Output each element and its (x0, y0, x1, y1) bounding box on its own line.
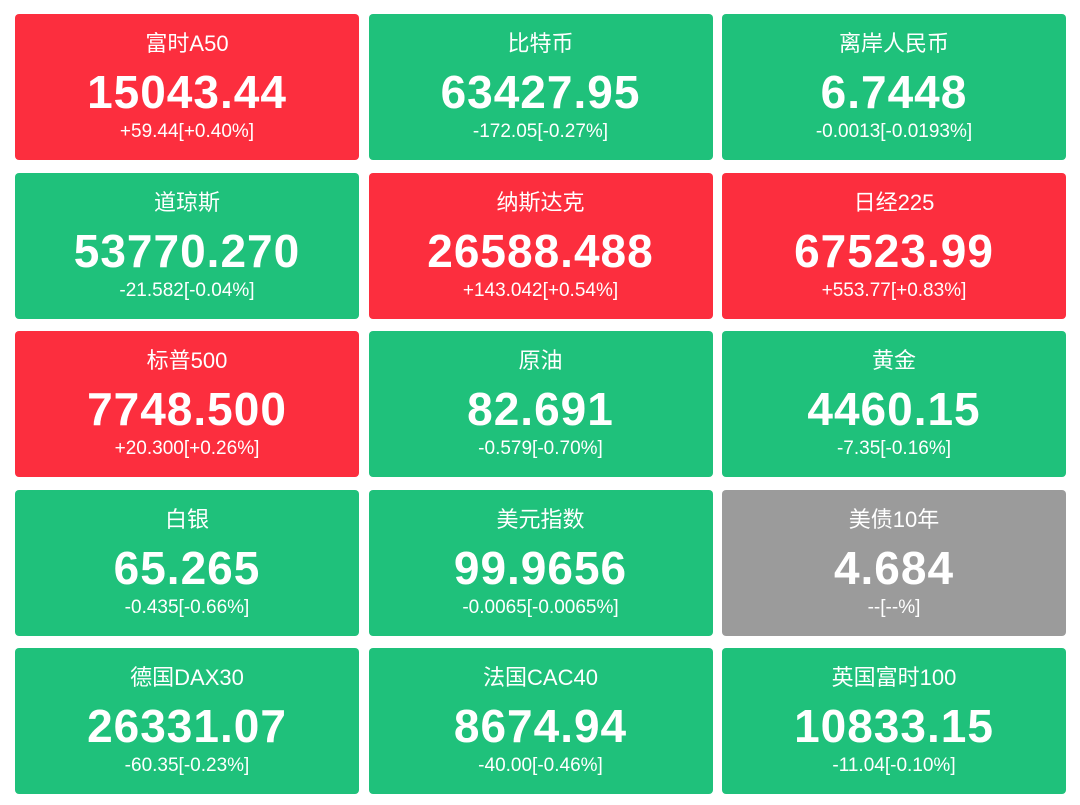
quote-name: 日经225 (853, 189, 935, 215)
quote-change: -0.579[-0.70%] (478, 438, 603, 459)
quote-change: +553.77[+0.83%] (821, 279, 967, 301)
quote-tile: 美债10年 4.684 --[--%] (722, 489, 1066, 636)
quote-name: 英国富时100 (831, 665, 957, 690)
quote-name: 标普500 (146, 348, 228, 373)
quote-tile: 英国富时100 10833.15 -11.04[-0.10%] (722, 648, 1066, 794)
quote-change: -7.35[-0.16%] (836, 438, 952, 459)
quote-change: -60.35[-0.23%] (124, 755, 250, 776)
quote-name: 德国DAX30 (130, 665, 244, 690)
quote-price: 4460.15 (807, 383, 981, 435)
quote-tile: 黄金 4460.15 -7.35[-0.16%] (722, 331, 1066, 477)
quote-price: 26331.07 (87, 700, 287, 752)
quote-price: 10833.15 (794, 700, 994, 752)
quote-change: -0.435[-0.66%] (124, 596, 250, 618)
quote-name: 黄金 (871, 348, 916, 373)
quote-price: 6.7448 (820, 66, 968, 118)
quote-price: 99.9656 (453, 541, 628, 594)
quote-tile: 白银 65.265 -0.435[-0.66%] (15, 489, 359, 636)
quote-price: 8674.94 (453, 700, 628, 752)
quote-change: -11.04[-0.10%] (832, 755, 956, 776)
quote-tile: 离岸人民币 6.7448 -0.0013[-0.0193%] (722, 14, 1066, 160)
quote-name: 原油 (518, 348, 563, 373)
quote-price: 7748.500 (87, 383, 287, 435)
quote-tile: 法国CAC40 8674.94 -40.00[-0.46%] (368, 648, 713, 794)
quote-name: 法国CAC40 (483, 665, 598, 690)
quote-tile: 比特币 63427.95 -172.05[-0.27%] (368, 14, 713, 160)
quote-name: 美债10年 (848, 506, 940, 532)
quote-change: -0.0065[-0.0065%] (462, 596, 619, 618)
quote-name: 道琼斯 (153, 189, 220, 215)
quote-name: 白银 (164, 506, 209, 532)
quote-name: 富时A50 (145, 31, 229, 56)
quote-tile: 原油 82.691 -0.579[-0.70%] (368, 331, 713, 477)
quote-change: --[--%] (867, 596, 921, 618)
quote-change: -40.00[-0.46%] (478, 755, 603, 776)
quote-price: 63427.95 (440, 66, 641, 118)
quote-price: 53770.270 (73, 224, 301, 277)
quote-tile: 日经225 67523.99 +553.77[+0.83%] (722, 172, 1066, 319)
quote-change: -0.0013[-0.0193%] (815, 121, 973, 142)
quote-price: 82.691 (467, 383, 614, 435)
quote-name: 美元指数 (496, 506, 585, 532)
quote-price: 67523.99 (794, 224, 994, 277)
quote-change: +143.042[+0.54%] (462, 279, 619, 301)
quote-change: -172.05[-0.27%] (472, 121, 609, 142)
quote-tile: 美元指数 99.9656 -0.0065[-0.0065%] (368, 489, 713, 636)
quote-tile: 道琼斯 53770.270 -21.582[-0.04%] (15, 172, 359, 319)
quote-tile: 纳斯达克 26588.488 +143.042[+0.54%] (368, 172, 713, 319)
quote-price: 4.684 (833, 541, 955, 594)
quote-tile: 标普500 7748.500 +20.300[+0.26%] (15, 331, 359, 477)
quote-change: +20.300[+0.26%] (114, 438, 260, 459)
quote-tile: 德国DAX30 26331.07 -60.35[-0.23%] (15, 648, 359, 794)
quote-name: 离岸人民币 (838, 31, 949, 56)
quote-name: 比特币 (507, 31, 574, 56)
quote-price: 15043.44 (87, 66, 287, 118)
quote-price: 65.265 (113, 541, 261, 594)
quote-change: +59.44[+0.40%] (119, 121, 255, 142)
quote-price: 26588.488 (427, 224, 654, 277)
quote-name: 纳斯达克 (496, 189, 585, 215)
quote-tile: 富时A50 15043.44 +59.44[+0.40%] (15, 14, 359, 160)
quote-change: -21.582[-0.04%] (119, 279, 255, 301)
